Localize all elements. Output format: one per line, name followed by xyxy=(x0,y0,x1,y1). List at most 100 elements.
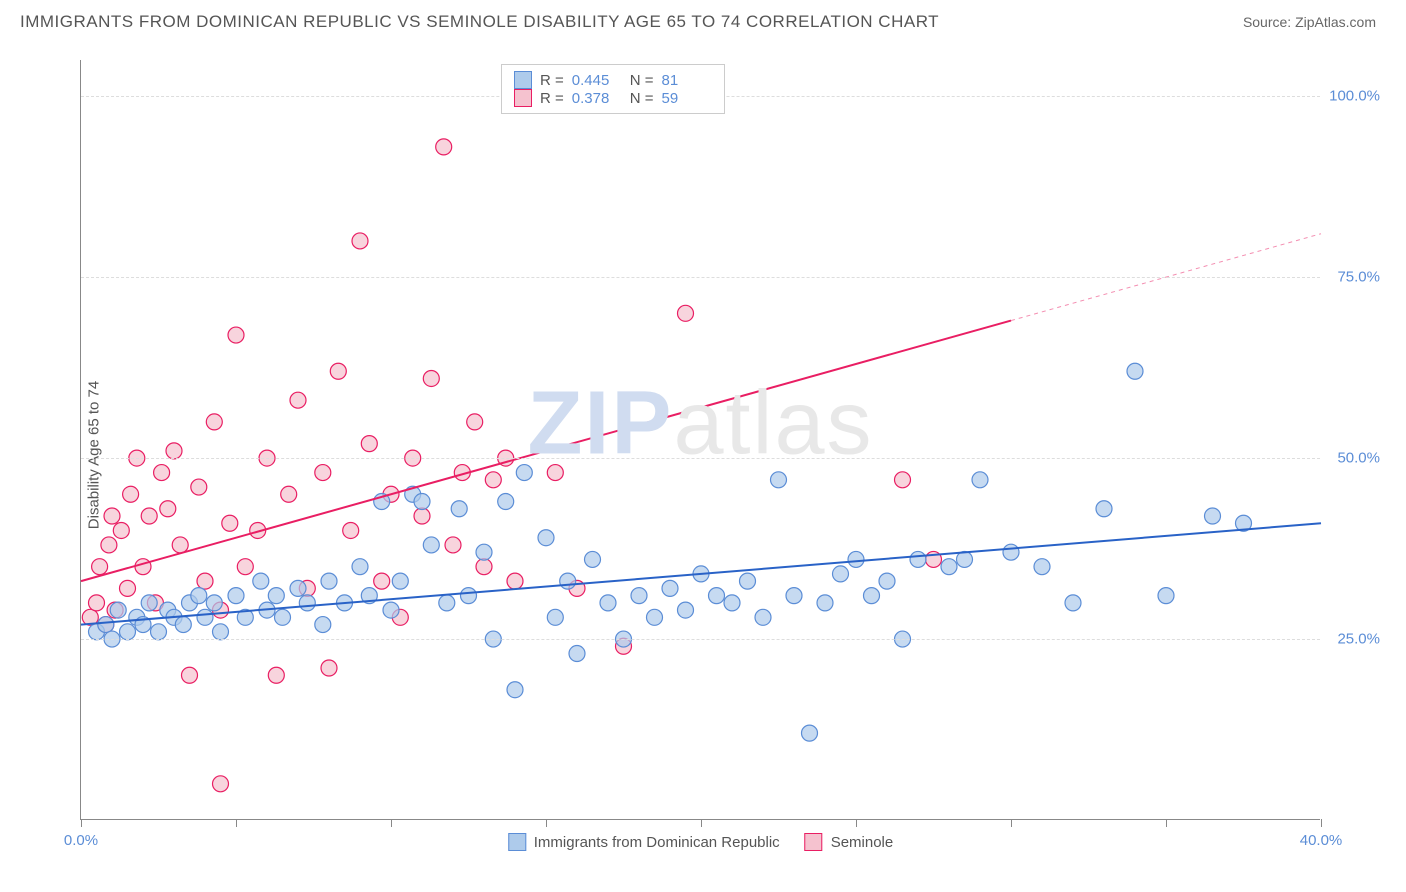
chart-container: Disability Age 65 to 74 ZIPatlas R = 0.4… xyxy=(50,50,1380,860)
gridline xyxy=(81,277,1320,278)
scatter-point xyxy=(268,588,284,604)
scatter-point xyxy=(213,776,229,792)
scatter-point xyxy=(833,566,849,582)
scatter-point xyxy=(222,515,238,531)
scatter-point xyxy=(281,486,297,502)
scatter-point xyxy=(110,602,126,618)
scatter-point xyxy=(585,551,601,567)
scatter-point xyxy=(141,595,157,611)
scatter-point xyxy=(166,443,182,459)
scatter-point xyxy=(343,522,359,538)
scatter-point xyxy=(631,588,647,604)
scatter-point xyxy=(352,233,368,249)
scatter-point xyxy=(895,472,911,488)
legend-n-value-1: 81 xyxy=(662,72,712,89)
scatter-point xyxy=(476,559,492,575)
scatter-point xyxy=(848,551,864,567)
ytick-label: 50.0% xyxy=(1337,450,1380,467)
scatter-point xyxy=(175,617,191,633)
ytick-label: 25.0% xyxy=(1337,631,1380,648)
ytick-label: 75.0% xyxy=(1337,269,1380,286)
scatter-point xyxy=(538,530,554,546)
scatter-point xyxy=(191,479,207,495)
legend-row-series2: R = 0.378 N = 59 xyxy=(514,89,712,107)
scatter-point xyxy=(740,573,756,589)
scatter-point xyxy=(392,573,408,589)
scatter-point xyxy=(436,139,452,155)
scatter-point xyxy=(516,465,532,481)
xtick xyxy=(81,819,82,827)
scatter-point xyxy=(191,588,207,604)
scatter-point xyxy=(268,667,284,683)
legend-r-label-2: R = xyxy=(540,90,564,107)
scatter-point xyxy=(321,573,337,589)
legend-swatch-2 xyxy=(514,89,532,107)
xtick xyxy=(236,819,237,827)
scatter-point xyxy=(120,580,136,596)
scatter-point xyxy=(290,392,306,408)
scatter-point xyxy=(123,486,139,502)
scatter-point xyxy=(228,588,244,604)
scatter-point xyxy=(755,609,771,625)
scatter-point xyxy=(315,617,331,633)
scatter-point xyxy=(206,595,222,611)
scatter-point xyxy=(910,551,926,567)
scatter-point xyxy=(151,624,167,640)
scatter-point xyxy=(135,559,151,575)
scatter-point xyxy=(771,472,787,488)
scatter-point xyxy=(547,609,563,625)
scatter-point xyxy=(1034,559,1050,575)
scatter-point xyxy=(92,559,108,575)
legend-item-1: Immigrants from Dominican Republic xyxy=(508,833,780,851)
scatter-point xyxy=(662,580,678,596)
scatter-point xyxy=(678,305,694,321)
legend-n-label-1: N = xyxy=(630,72,654,89)
legend-series-name-1: Immigrants from Dominican Republic xyxy=(534,834,780,851)
gridline xyxy=(81,458,1320,459)
scatter-point xyxy=(141,508,157,524)
xtick xyxy=(856,819,857,827)
scatter-point xyxy=(724,595,740,611)
scatter-point xyxy=(197,573,213,589)
gridline xyxy=(81,639,1320,640)
xtick xyxy=(391,819,392,827)
scatter-point xyxy=(802,725,818,741)
scatter-point xyxy=(414,494,430,510)
legend-bottom-swatch-2 xyxy=(805,833,823,851)
scatter-point xyxy=(547,465,563,481)
legend-item-2: Seminole xyxy=(805,833,894,851)
scatter-point xyxy=(600,595,616,611)
scatter-point xyxy=(1158,588,1174,604)
scatter-point xyxy=(361,436,377,452)
scatter-point xyxy=(197,609,213,625)
scatter-point xyxy=(237,559,253,575)
source-attribution: Source: ZipAtlas.com xyxy=(1243,14,1376,30)
scatter-point xyxy=(154,465,170,481)
scatter-point xyxy=(374,573,390,589)
scatter-point xyxy=(467,414,483,430)
ytick-label: 100.0% xyxy=(1329,88,1380,105)
scatter-point xyxy=(507,682,523,698)
scatter-point xyxy=(89,595,105,611)
legend-series: Immigrants from Dominican Republic Semin… xyxy=(508,833,893,851)
xtick-label: 0.0% xyxy=(64,832,98,849)
scatter-point xyxy=(485,472,501,488)
scatter-point xyxy=(228,327,244,343)
scatter-point xyxy=(113,522,129,538)
scatter-point xyxy=(709,588,725,604)
scatter-point xyxy=(1205,508,1221,524)
scatter-point xyxy=(461,588,477,604)
scatter-point xyxy=(414,508,430,524)
scatter-point xyxy=(879,573,895,589)
scatter-point xyxy=(507,573,523,589)
scatter-point xyxy=(352,559,368,575)
scatter-point xyxy=(253,573,269,589)
scatter-point xyxy=(315,465,331,481)
scatter-point xyxy=(1096,501,1112,517)
scatter-point xyxy=(476,544,492,560)
scatter-point xyxy=(439,595,455,611)
source-link[interactable]: ZipAtlas.com xyxy=(1295,14,1376,30)
scatter-plot-svg xyxy=(81,60,1320,819)
scatter-point xyxy=(104,508,120,524)
scatter-point xyxy=(206,414,222,430)
